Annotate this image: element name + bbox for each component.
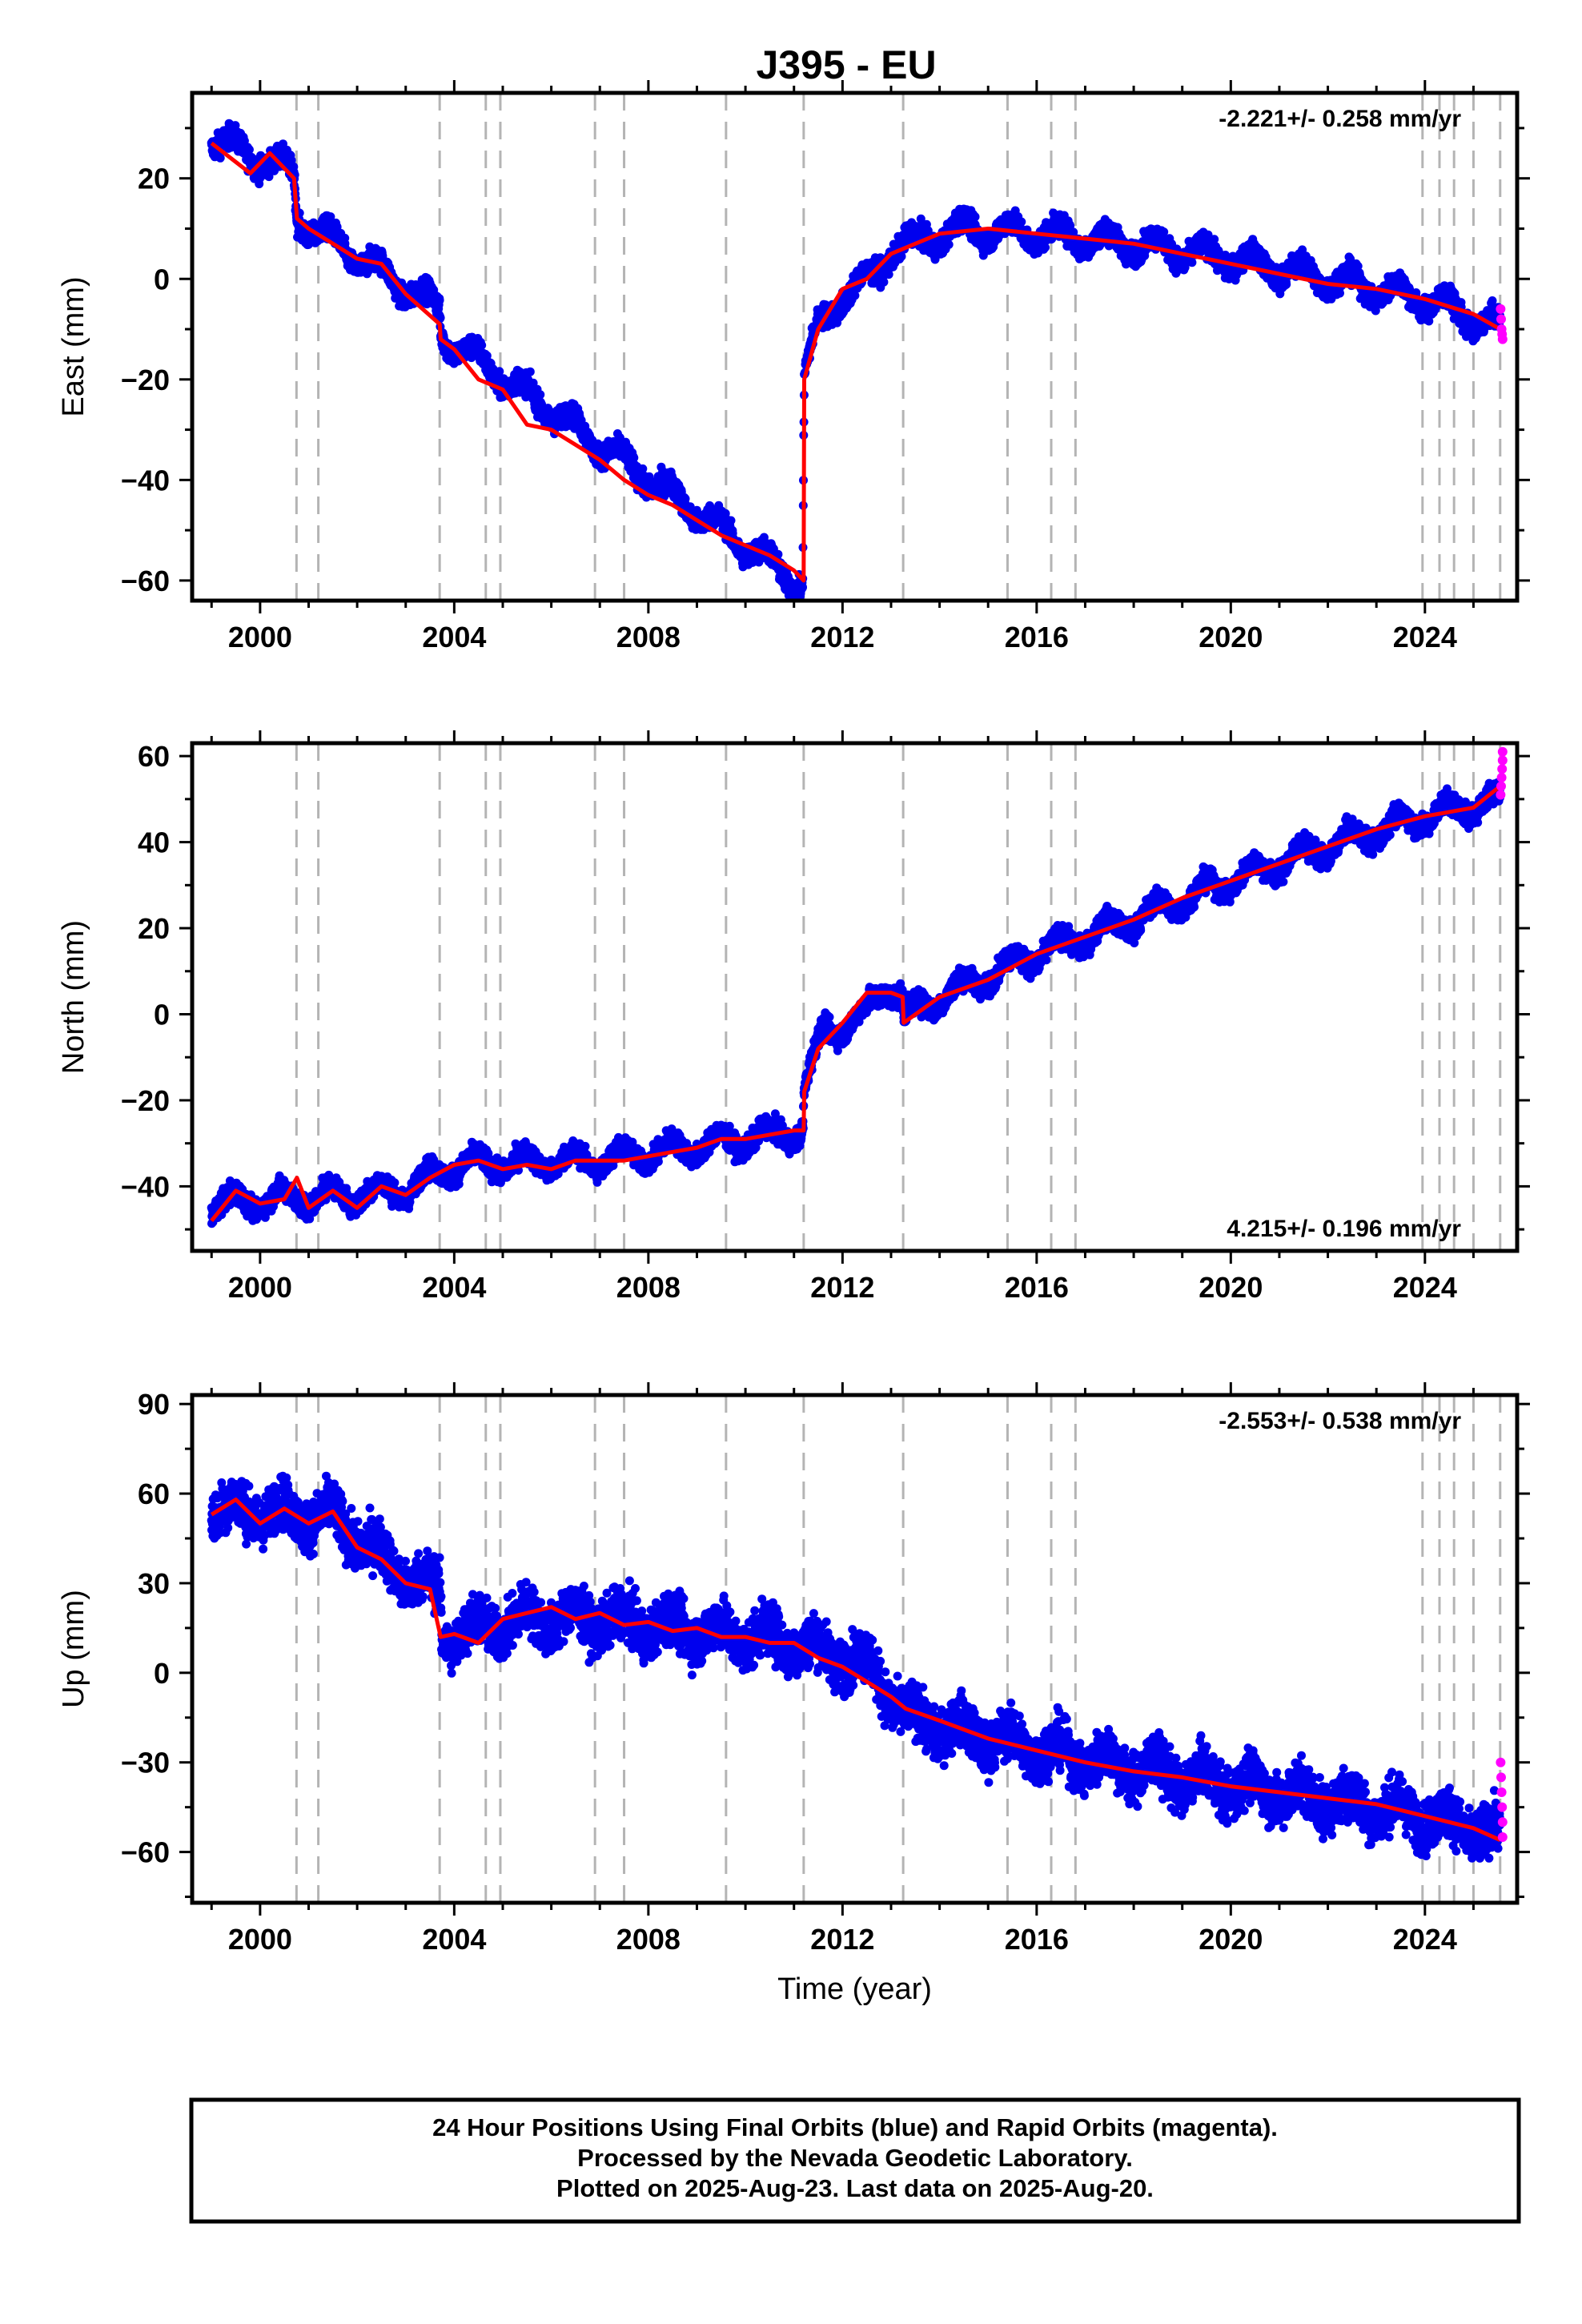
final-orbit-points [207,119,1504,601]
final-point [638,464,648,473]
final-point [244,145,254,155]
final-point [1159,227,1169,237]
plot-area [207,93,1508,601]
final-point [629,453,639,463]
final-point [1187,258,1197,267]
chart-title: J395 - EU [756,42,936,87]
final-point [685,502,695,512]
final-point [1210,235,1219,244]
final-point [681,494,690,504]
final-point [916,214,926,223]
final-point [436,313,445,323]
final-point [879,277,889,287]
final-point [326,212,335,222]
final-point [1017,217,1026,227]
final-point [1041,243,1050,252]
final-point [944,239,954,249]
final-point [215,153,225,163]
final-point [773,549,783,559]
final-point [435,296,444,305]
final-point [525,367,535,376]
final-point [231,121,240,131]
final-point [1282,279,1291,289]
final-point [495,367,504,376]
final-point [726,516,736,525]
final-point [536,390,545,400]
final-point [884,270,893,279]
final-point [798,582,807,592]
east-panel: 2000 2004 2008 2012 2016 2020 2024−60−40−20020… [57,80,1530,653]
final-point [897,251,906,261]
final-point [970,212,980,222]
final-point [477,340,487,350]
final-point [482,351,492,360]
final-point [850,291,860,300]
